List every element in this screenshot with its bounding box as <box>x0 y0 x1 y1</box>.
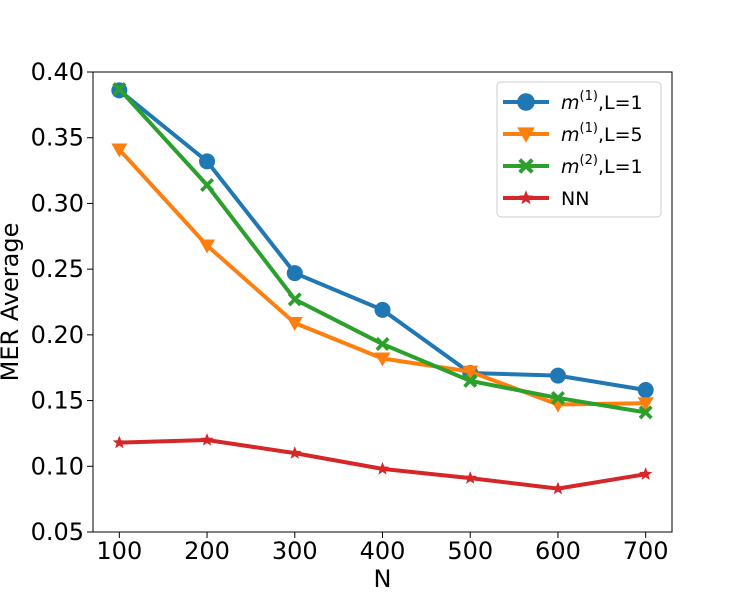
legend-label-sup: (1) <box>580 89 598 104</box>
y-tick-label: 0.15 <box>31 387 84 415</box>
series-3 <box>112 433 653 495</box>
x-tick-label: 100 <box>96 537 142 565</box>
legend: m(1),L=1m(1),L=5m(2),L=1NN <box>496 81 662 218</box>
legend-label-suffix: ,L=1 <box>598 156 643 178</box>
data-point <box>463 373 478 388</box>
legend-label: m(1),L=1 <box>561 89 643 114</box>
plot-area <box>111 82 654 495</box>
legend-label-base: m <box>561 156 580 178</box>
legend-label-sup: (2) <box>580 153 598 168</box>
data-point <box>637 382 654 399</box>
series-2 <box>112 82 653 420</box>
data-point <box>286 317 303 332</box>
data-point <box>375 337 390 352</box>
legend-entry: m(2),L=1 <box>503 153 643 178</box>
y-tick-label: 0.30 <box>31 189 84 217</box>
legend-entry: NN <box>503 188 589 210</box>
legend-marker <box>517 93 535 111</box>
y-tick-label: 0.10 <box>31 452 84 480</box>
legend-marker <box>518 190 534 205</box>
x-axis-label: N <box>374 565 392 593</box>
y-tick-label: 0.25 <box>31 255 84 283</box>
data-point <box>549 367 566 384</box>
x-tick-label: 300 <box>272 537 318 565</box>
data-point <box>375 461 390 475</box>
data-point <box>287 292 302 307</box>
y-tick-label: 0.20 <box>31 321 84 349</box>
data-point <box>639 467 653 480</box>
data-point <box>112 435 126 449</box>
data-point <box>199 153 216 170</box>
x-tick-label: 500 <box>447 537 493 565</box>
y-tick-label: 0.05 <box>31 518 84 546</box>
x-tick-label: 400 <box>360 537 406 565</box>
legend-label-suffix: ,L=1 <box>598 92 643 114</box>
y-axis-label: MER Average <box>0 223 24 382</box>
data-point <box>111 143 128 158</box>
y-tick-label: 0.40 <box>31 58 84 86</box>
data-point <box>199 239 216 254</box>
data-point <box>200 433 214 446</box>
legend-label-sup: (1) <box>580 121 598 136</box>
x-tick-label: 700 <box>623 537 669 565</box>
data-point <box>200 178 215 193</box>
legend-entry: m(1),L=5 <box>503 121 643 146</box>
legend-label-base: m <box>561 92 580 114</box>
data-point <box>462 365 479 380</box>
x-tick-label: 200 <box>184 537 230 565</box>
legend-marker <box>517 127 535 143</box>
series-1 <box>111 143 654 413</box>
data-point <box>463 471 477 484</box>
data-point <box>550 390 565 405</box>
data-point <box>638 405 653 420</box>
data-point <box>286 265 303 282</box>
data-point <box>112 82 127 97</box>
data-point <box>374 352 391 367</box>
legend-label-suffix: ,L=5 <box>598 124 643 146</box>
legend-label-base: NN <box>561 188 589 210</box>
data-point <box>551 481 565 495</box>
data-point <box>288 446 302 459</box>
legend-label: m(2),L=1 <box>561 153 643 178</box>
y-tick-label: 0.35 <box>31 124 84 152</box>
y-axis: 0.05 0.10 0.15 0.20 0.25 0.30 0.35 0.40 <box>31 58 93 546</box>
x-axis: 100 200 300 400 500 600 700 <box>96 532 669 565</box>
data-point <box>374 301 391 318</box>
legend-box <box>496 81 662 218</box>
legend-label: NN <box>561 188 589 210</box>
x-tick-label: 600 <box>535 537 581 565</box>
legend-label-base: m <box>561 124 580 146</box>
data-point <box>637 397 654 412</box>
legend-label: m(1),L=5 <box>561 121 643 146</box>
legend-entry: m(1),L=1 <box>503 89 643 114</box>
legend-marker <box>518 158 534 174</box>
